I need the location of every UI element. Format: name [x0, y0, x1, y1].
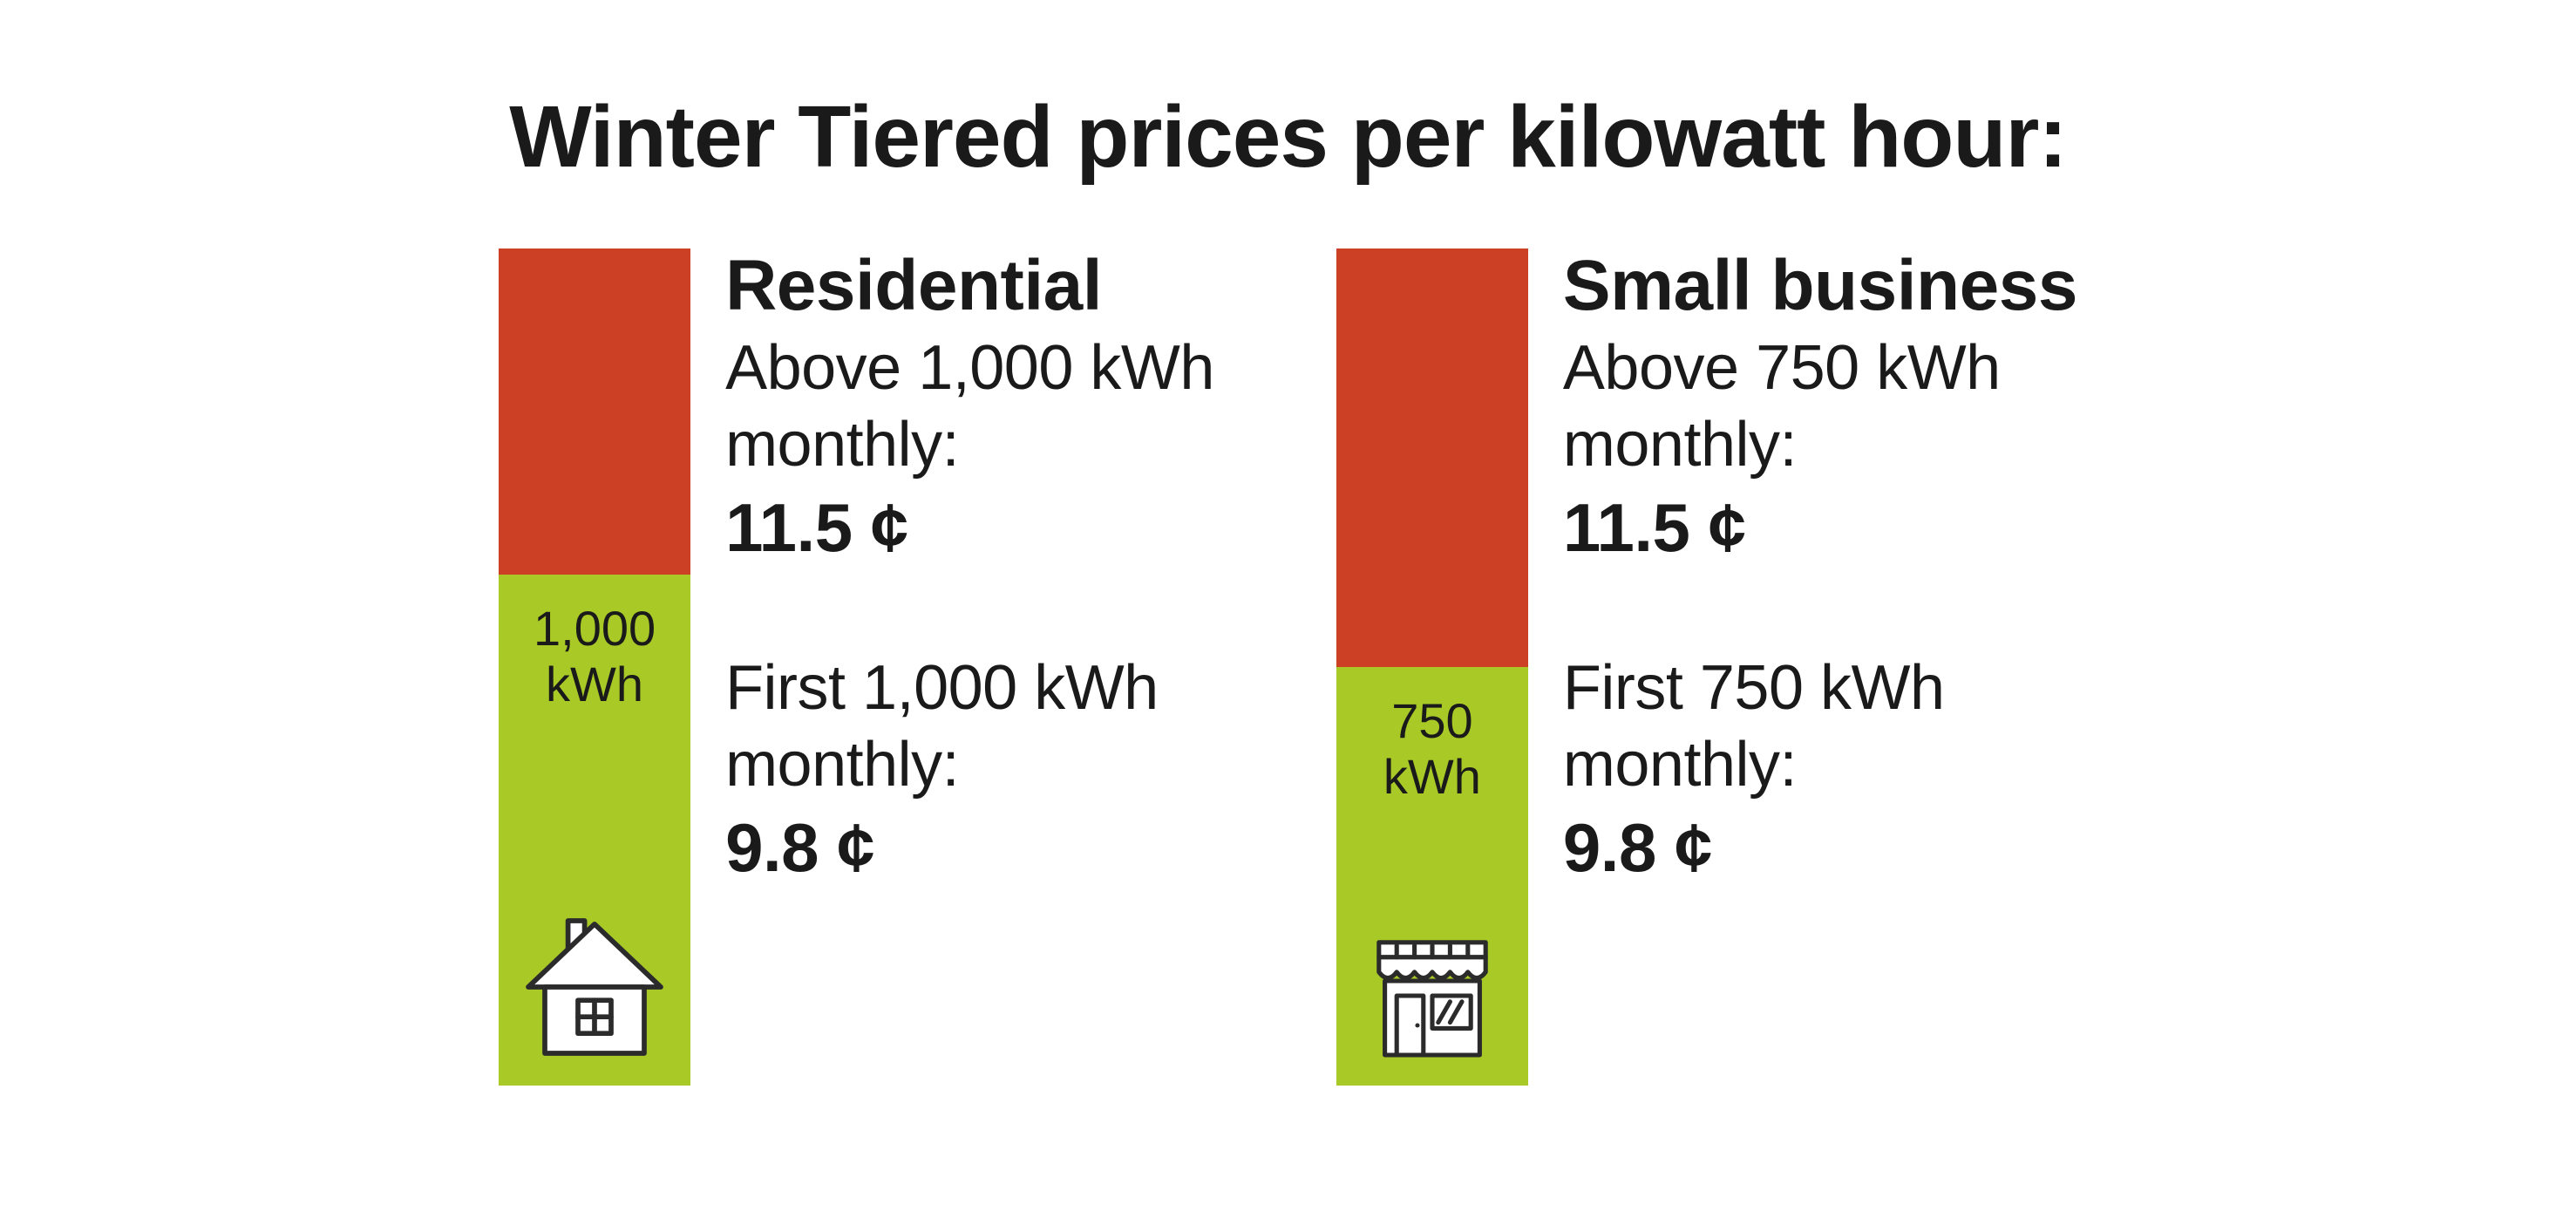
smallbiz-heading: Small business	[1563, 248, 2077, 323]
residential-threshold-value: 1,000	[534, 601, 656, 656]
residential-column: 1,000 kWh	[499, 248, 1214, 1086]
smallbiz-above-line1: Above 750 kWh	[1563, 330, 2077, 407]
smallbiz-bar: 750 kWh	[1336, 248, 1528, 1086]
infographic-canvas: Winter Tiered prices per kilowatt hour: …	[0, 0, 2576, 1205]
smallbiz-first-line2: monthly:	[1563, 727, 2077, 804]
residential-first-line2: monthly:	[725, 727, 1214, 804]
page-title: Winter Tiered prices per kilowatt hour:	[192, 87, 2384, 187]
residential-heading: Residential	[725, 248, 1214, 323]
spacer	[725, 572, 1214, 650]
smallbiz-threshold-unit: kWh	[1383, 749, 1481, 804]
residential-bar-bottom: 1,000 kWh	[499, 575, 690, 1086]
smallbiz-first-price: 9.8 ¢	[1563, 804, 2077, 892]
smallbiz-threshold: 750 kWh	[1383, 693, 1481, 806]
residential-above-line1: Above 1,000 kWh	[725, 330, 1214, 407]
residential-first-line1: First 1,000 kWh	[725, 650, 1214, 727]
columns-row: 1,000 kWh	[192, 248, 2384, 1086]
house-icon	[512, 904, 677, 1070]
residential-texts: Residential Above 1,000 kWh monthly: 11.…	[725, 248, 1214, 892]
spacer	[1563, 572, 2077, 650]
smallbiz-column: 750 kWh	[1336, 248, 2077, 1086]
residential-above-line2: monthly:	[725, 407, 1214, 484]
storefront-icon	[1358, 922, 1506, 1070]
smallbiz-bar-top	[1336, 248, 1528, 667]
residential-first-price: 9.8 ¢	[725, 804, 1214, 892]
residential-bar: 1,000 kWh	[499, 248, 690, 1086]
smallbiz-icon-wrap	[1336, 922, 1528, 1070]
smallbiz-above-price: 11.5 ¢	[1563, 484, 2077, 572]
residential-threshold-unit: kWh	[546, 657, 643, 711]
residential-above-price: 11.5 ¢	[725, 484, 1214, 572]
residential-icon-wrap	[499, 904, 690, 1070]
smallbiz-texts: Small business Above 750 kWh monthly: 11…	[1563, 248, 2077, 892]
smallbiz-first-line1: First 750 kWh	[1563, 650, 2077, 727]
residential-threshold: 1,000 kWh	[534, 601, 656, 713]
smallbiz-threshold-value: 750	[1391, 693, 1472, 748]
smallbiz-bar-bottom: 750 kWh	[1336, 667, 1528, 1086]
smallbiz-above-line2: monthly:	[1563, 407, 2077, 484]
residential-bar-top	[499, 248, 690, 575]
